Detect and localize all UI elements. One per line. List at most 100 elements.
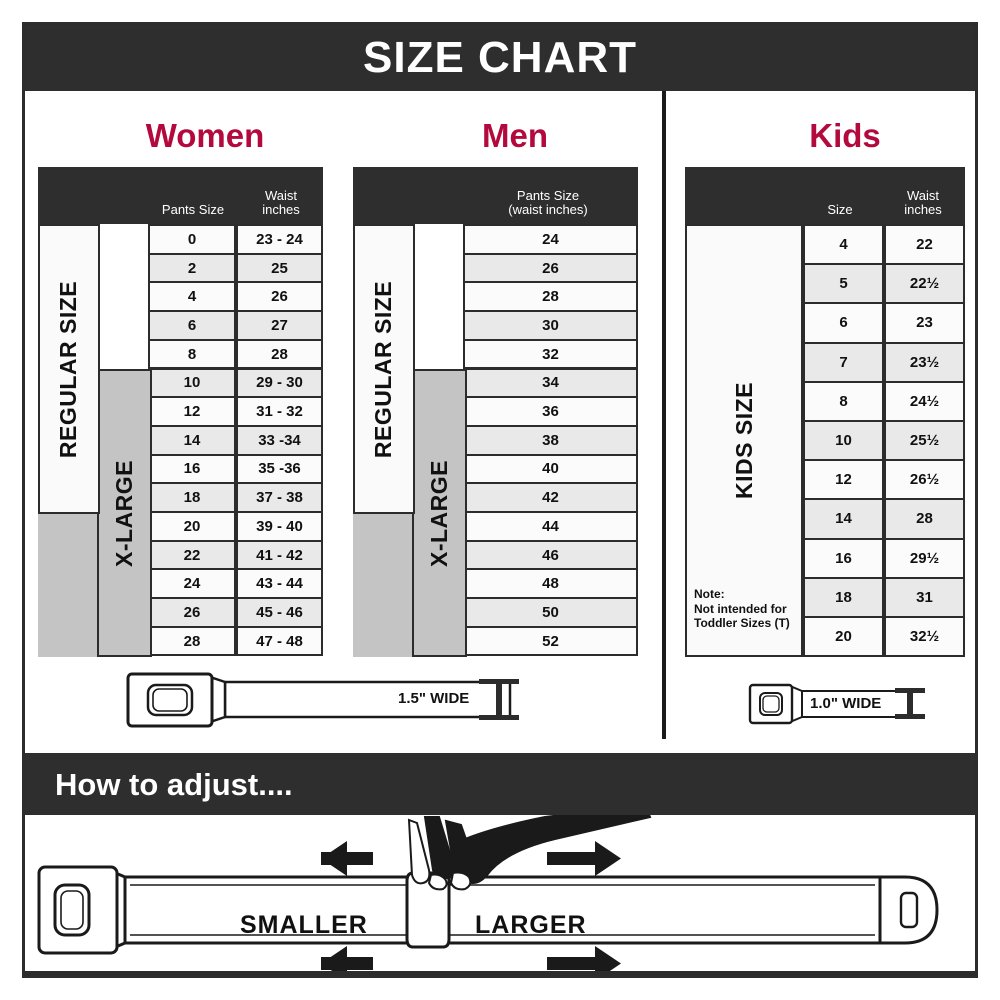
kids-cell-size: 18 [803, 576, 884, 618]
men-table-row: 32 [463, 338, 638, 370]
women-table-row: 20 39 - 40 [148, 511, 323, 542]
kids-table: Size Waist inches KIDS SIZE Note: Not in… [685, 167, 965, 658]
bottom-rule [25, 971, 975, 975]
women-side-label-xlarge-text: X-LARGE [111, 459, 137, 567]
women-cell-waist: 47 - 48 [236, 625, 323, 657]
adjust-label-larger: LARGER [475, 911, 587, 939]
women-cell-size: 14 [148, 424, 236, 456]
men-side-label-xlarge-text: X-LARGE [426, 459, 452, 567]
kids-cell-waist: 24½ [884, 380, 965, 422]
how-to-adjust-title: How to adjust.... [55, 766, 293, 802]
men-cell-size: 38 [463, 424, 638, 456]
women-side-label-regular: REGULAR SIZE [38, 224, 100, 514]
men-xlarge-fill [353, 512, 415, 657]
men-col-header-line2: (waist inches) [508, 202, 588, 218]
kids-table-row: 18 31 [803, 576, 965, 618]
women-cell-waist: 25 [236, 252, 323, 284]
men-table-row: 40 [463, 453, 638, 485]
men-col-header-line1: Pants Size [516, 187, 580, 203]
women-table-row: 22 41 - 42 [148, 539, 323, 571]
kids-cell-size: 6 [803, 302, 884, 344]
men-cell-size: 50 [463, 597, 638, 628]
women-cell-waist: 41 - 42 [236, 539, 323, 571]
men-side-label-xlarge: X-LARGE [412, 369, 467, 657]
adjust-illustration-area: SMALLER LARGER [25, 791, 975, 981]
women-cell-waist: 35 -36 [236, 453, 323, 485]
men-side-label-regular-text: REGULAR SIZE [370, 280, 397, 458]
men-cell-size: 32 [463, 338, 638, 370]
belt-diagram-kids: 1.0" WIDE [740, 679, 970, 727]
kids-cell-size: 10 [803, 420, 884, 462]
belt-kids-svg [748, 683, 925, 725]
men-side-label-regular: REGULAR SIZE [353, 224, 415, 514]
kids-table-row: 14 28 [803, 498, 965, 540]
kids-cell-size: 16 [803, 537, 884, 579]
men-table: Pants Size (waist inches) REGULAR SIZE X… [353, 167, 638, 657]
kids-col-header-waist: Waist inches [883, 188, 963, 218]
men-cell-size: 40 [463, 453, 638, 485]
tables-area: Women Men Kids Pants Size Waist inches [25, 91, 975, 753]
belt-width-label-kids: 1.0" WIDE [810, 695, 882, 712]
kids-cell-size: 20 [803, 616, 884, 658]
men-table-row: 34 [463, 367, 638, 399]
section-heading-women: Women [145, 117, 265, 154]
men-cell-size: 30 [463, 310, 638, 341]
women-col-header-pants-size-text: Pants Size [161, 202, 225, 218]
men-table-row: 30 [463, 310, 638, 341]
kids-cell-waist: 26½ [884, 459, 965, 501]
women-cell-waist: 43 - 44 [236, 568, 323, 600]
women-cell-waist: 39 - 40 [236, 511, 323, 542]
kids-cell-size: 14 [803, 498, 884, 540]
page-title: SIZE CHART [363, 33, 637, 82]
women-cell-size: 2 [148, 252, 236, 284]
men-table-row: 50 [463, 597, 638, 628]
men-cell-size: 28 [463, 281, 638, 313]
women-cell-size: 16 [148, 453, 236, 485]
women-table-row: 26 45 - 46 [148, 597, 323, 628]
women-cell-waist: 37 - 38 [236, 482, 323, 513]
women-cell-waist: 31 - 32 [236, 396, 323, 427]
men-cell-size: 36 [463, 396, 638, 427]
women-table-header: Pants Size Waist inches [38, 167, 323, 224]
women-table-row: 14 33 -34 [148, 424, 323, 456]
men-table-row: 24 [463, 224, 638, 255]
kids-note-line1: Note: [694, 587, 725, 601]
women-cell-waist: 29 - 30 [236, 367, 323, 399]
women-cell-size: 20 [148, 511, 236, 542]
women-table-row: 18 37 - 38 [148, 482, 323, 513]
men-table-row: 28 [463, 281, 638, 313]
adjust-belt-svg [37, 791, 939, 981]
women-side-label-regular-text: REGULAR SIZE [55, 280, 82, 458]
kids-cell-waist: 23½ [884, 341, 965, 383]
women-col-header-waist-line1: Waist [264, 187, 298, 203]
how-to-adjust-bar: How to adjust.... [25, 753, 975, 815]
kids-table-row: 16 29½ [803, 537, 965, 579]
women-cell-size: 4 [148, 281, 236, 313]
women-col-header-waist: Waist inches [241, 187, 321, 218]
kids-col-header-waist-line2: inches [904, 202, 942, 218]
belt-adult-svg [126, 672, 519, 728]
men-table-header: Pants Size (waist inches) [353, 167, 638, 224]
men-cell-size: 44 [463, 511, 638, 542]
men-table-row: 48 [463, 568, 638, 600]
kids-table-row: 5 22½ [803, 263, 965, 305]
men-cell-size: 52 [463, 625, 638, 657]
women-cell-size: 22 [148, 539, 236, 571]
women-cell-size: 10 [148, 367, 236, 399]
kids-side-label-text: KIDS SIZE [730, 382, 757, 499]
kids-cell-waist: 22 [884, 224, 965, 266]
kids-cell-waist: 22½ [884, 263, 965, 305]
kids-table-row: 20 32½ [803, 616, 965, 658]
men-cell-size: 42 [463, 482, 638, 513]
kids-side-label: KIDS SIZE [685, 224, 803, 657]
women-cell-size: 28 [148, 625, 236, 657]
women-cell-size: 26 [148, 597, 236, 628]
kids-cell-waist: 32½ [884, 616, 965, 658]
kids-col-header-size: Size [805, 203, 875, 218]
arrow-right-top [547, 841, 621, 876]
men-table-row: 38 [463, 424, 638, 456]
section-heading-kids: Kids [809, 117, 881, 154]
women-table-row: 10 29 - 30 [148, 367, 323, 399]
kids-cell-waist: 23 [884, 302, 965, 344]
